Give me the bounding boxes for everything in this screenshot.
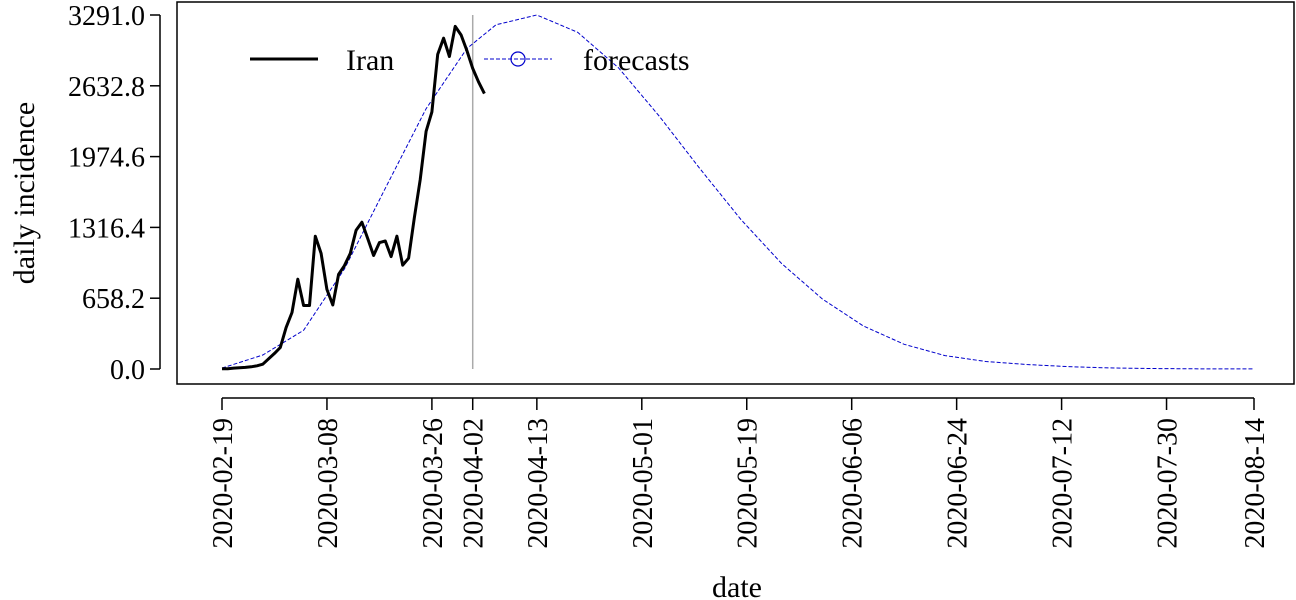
legend-forecasts-marker [510,51,526,67]
y-tick-label: 3291.0 [68,1,145,32]
x-axis: 2020-02-19 2020-03-08 2020-03-26 2020-04-02… [208,397,1271,549]
x-tick-label: 2020-04-13 [523,418,554,549]
plot-frame [176,1,1295,385]
forecasts-series-line [221,14,1255,370]
y-axis-title: daily incidence [8,102,41,284]
y-tick-label: 2632.8 [68,72,145,103]
legend-iran-label: Iran [346,44,394,77]
y-tick-label: 1974.6 [68,143,145,174]
x-tick-label: 2020-07-30 [1153,418,1184,549]
x-tick-label: 2020-02-19 [208,418,239,549]
plot-area [221,14,1255,371]
x-tick-label: 2020-08-14 [1240,418,1271,549]
x-tick-label: 2020-05-19 [733,418,764,549]
y-axis: 0.0 658.2 1316.4 1974.6 2632.8 3291.0 [68,1,161,386]
x-tick-label: 2020-06-24 [943,418,974,549]
x-tick-label: 2020-07-12 [1048,418,1079,549]
y-tick-label: 658.2 [82,284,145,315]
legend-forecasts-label: forecasts [583,44,690,77]
y-tick-label: 1316.4 [68,213,145,244]
y-tick-label: 0.0 [110,355,145,386]
x-tick-label: 2020-05-01 [628,418,659,549]
x-tick-label: 2020-04-02 [459,418,490,549]
legend: Iran forecasts [250,44,690,77]
iran-series-line [221,24,486,371]
x-tick-label: 2020-06-06 [838,418,869,549]
x-tick-label: 2020-03-08 [313,418,344,549]
x-axis-title: date [712,571,762,600]
x-tick-label: 2020-03-26 [418,418,449,549]
